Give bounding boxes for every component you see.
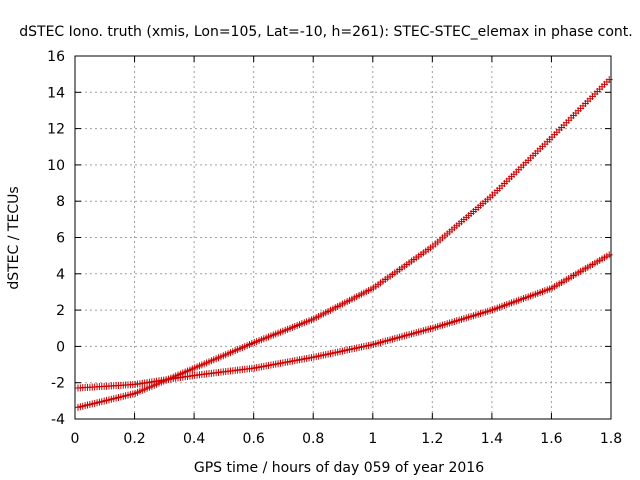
series-2 (74, 251, 613, 392)
chart-title: dSTEC Iono. truth (xmis, Lon=105, Lat=-1… (19, 24, 632, 40)
x-tick-label: 1.6 (540, 431, 562, 447)
y-tick-label: 0 (56, 339, 65, 355)
x-tick-label: 0.6 (243, 431, 265, 447)
data-point (605, 251, 613, 259)
x-tick-label: 1 (368, 431, 377, 447)
y-tick-label: -2 (51, 376, 65, 392)
y-tick-label: 14 (47, 85, 65, 101)
x-tick-label: 0.2 (123, 431, 145, 447)
x-tick-label: 1.2 (421, 431, 443, 447)
x-tick-label: 1.8 (600, 431, 622, 447)
y-tick-label: 4 (56, 267, 65, 283)
x-tick-label: 0.4 (183, 431, 205, 447)
grid-lines (75, 56, 611, 419)
y-tick-label: -4 (51, 412, 65, 428)
y-tick-label: 12 (47, 122, 65, 138)
x-tick-label: 0.8 (302, 431, 324, 447)
y-axis-label: dSTEC / TECUs (6, 186, 22, 289)
y-tick-label: 8 (56, 194, 65, 210)
x-axis-label: GPS time / hours of day 059 of year 2016 (194, 460, 484, 476)
x-tick-label: 0 (71, 431, 80, 447)
data-series (74, 76, 613, 411)
y-tick-label: 16 (47, 49, 65, 65)
data-point (605, 76, 613, 84)
y-tick-label: 10 (47, 158, 65, 174)
axis-ticks: 0 0.2 0.4 0.6 0.8 1 1.2 1.4 1.6 1.8 -4 -2 0 2 4 6 8 10 12 1… (47, 49, 622, 447)
y-tick-label: 2 (56, 303, 65, 319)
x-tick-label: 1.4 (481, 431, 503, 447)
y-tick-label: 6 (56, 231, 65, 247)
series-1 (74, 76, 613, 411)
